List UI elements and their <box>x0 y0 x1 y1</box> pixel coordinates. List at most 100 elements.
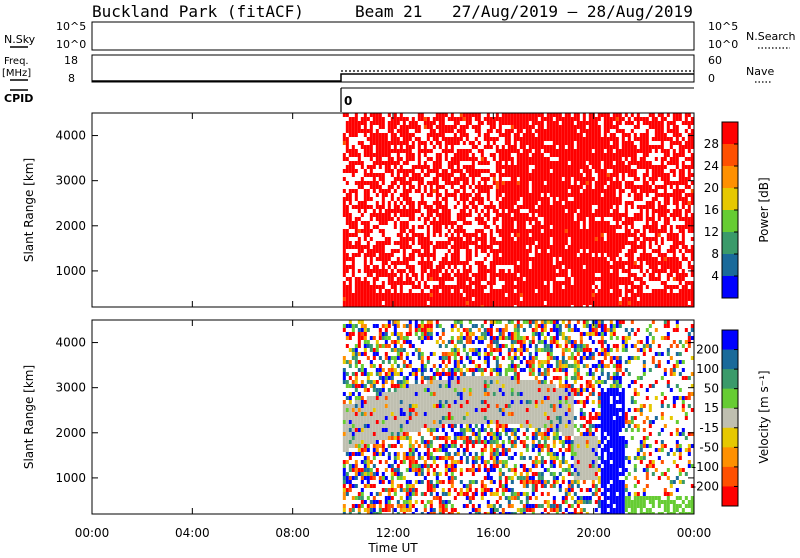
power-cell <box>538 173 541 177</box>
power-cell <box>640 253 643 257</box>
velocity-cell <box>388 388 391 392</box>
power-cell <box>691 237 694 241</box>
velocity-cell <box>376 412 379 416</box>
power-cell <box>433 201 436 205</box>
power-cell <box>679 281 682 285</box>
power-cell <box>631 145 634 149</box>
power-cell <box>355 297 358 301</box>
velocity-cell <box>385 392 388 396</box>
power-cell <box>517 137 520 141</box>
power-cell <box>511 293 514 297</box>
velocity-cell <box>352 352 355 356</box>
power-cell <box>358 249 361 253</box>
power-cell <box>445 181 448 185</box>
power-cell <box>400 281 403 285</box>
power-cell <box>553 301 556 305</box>
power-cell <box>667 237 670 241</box>
power-cell <box>511 189 514 193</box>
velocity-cell <box>403 348 406 352</box>
velocity-cell <box>361 384 364 388</box>
power-cell <box>607 113 610 117</box>
power-cell <box>370 145 373 149</box>
power-cell <box>439 157 442 161</box>
power-cell <box>481 157 484 161</box>
power-cell <box>658 269 661 273</box>
velocity-cell <box>391 464 394 468</box>
power-cell <box>661 149 664 153</box>
power-cell <box>682 145 685 149</box>
power-cell <box>646 117 649 121</box>
velocity-cell <box>391 488 394 492</box>
power-cell <box>607 253 610 257</box>
power-cell <box>679 265 682 269</box>
power-cell <box>550 273 553 277</box>
power-cell <box>613 281 616 285</box>
power-cell <box>655 169 658 173</box>
velocity-cell <box>376 368 379 372</box>
power-cell <box>625 157 628 161</box>
colorbar-tick-label: 16 <box>704 203 719 217</box>
power-cell <box>664 217 667 221</box>
velocity-cell <box>394 320 397 324</box>
power-cell <box>661 125 664 129</box>
power-cell <box>451 165 454 169</box>
power-cell <box>685 289 688 293</box>
power-cell <box>502 201 505 205</box>
velocity-cell <box>397 388 400 392</box>
velocity-cell <box>349 424 352 428</box>
power-cell <box>496 113 499 117</box>
velocity-cell <box>355 356 358 360</box>
power-cell <box>523 205 526 209</box>
power-cell <box>688 249 691 253</box>
power-cell <box>376 153 379 157</box>
power-cell <box>673 125 676 129</box>
power-cell <box>556 289 559 293</box>
power-cell <box>667 257 670 261</box>
power-cell <box>583 257 586 261</box>
power-cell <box>616 281 619 285</box>
power-cell <box>406 161 409 165</box>
power-cell <box>367 301 370 305</box>
velocity-cell <box>355 464 358 468</box>
power-cell <box>610 205 613 209</box>
power-cell <box>607 261 610 265</box>
velocity-cell <box>385 380 388 384</box>
velocity-cell <box>406 508 409 512</box>
power-cell <box>427 173 430 177</box>
power-cell <box>544 249 547 253</box>
power-cell <box>343 241 346 245</box>
power-cell <box>544 161 547 165</box>
velocity-cell <box>358 400 361 404</box>
power-cell <box>442 213 445 217</box>
power-cell <box>358 181 361 185</box>
power-cell <box>451 221 454 225</box>
power-cell <box>346 129 349 133</box>
power-cell <box>499 205 502 209</box>
power-cell <box>370 273 373 277</box>
power-cell <box>457 257 460 261</box>
power-cell <box>532 213 535 217</box>
power-cell <box>454 297 457 301</box>
velocity-cell <box>352 328 355 332</box>
power-cell <box>556 125 559 129</box>
power-cell <box>370 257 373 261</box>
power-cell <box>598 229 601 233</box>
power-cell <box>343 153 346 157</box>
velocity-cell <box>397 468 400 472</box>
power-cell <box>364 117 367 121</box>
power-cell <box>547 209 550 213</box>
power-cell <box>670 129 673 133</box>
power-cell <box>649 189 652 193</box>
power-cell <box>490 229 493 233</box>
power-cell <box>397 121 400 125</box>
power-cell <box>469 289 472 293</box>
power-cell <box>559 153 562 157</box>
power-cell <box>583 129 586 133</box>
power-cell <box>595 165 598 169</box>
power-cell <box>658 129 661 133</box>
velocity-cell <box>388 444 391 448</box>
power-cell <box>652 121 655 125</box>
power-cell <box>619 117 622 121</box>
power-cell <box>403 213 406 217</box>
power-cell <box>568 201 571 205</box>
